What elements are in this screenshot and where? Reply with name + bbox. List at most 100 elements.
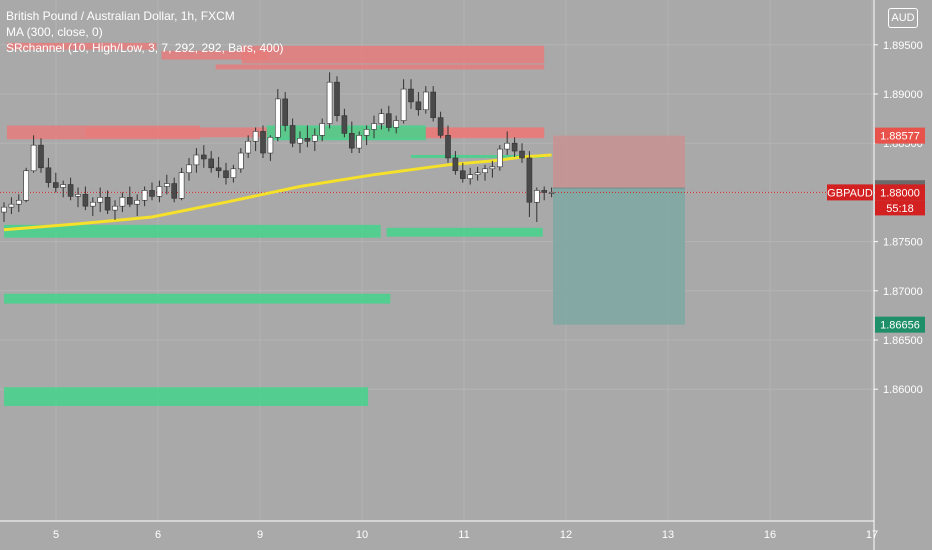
candle (541, 186, 548, 201)
stop-price-badge: 1.88577 (875, 127, 925, 144)
candle-body (252, 131, 259, 142)
candle-body (452, 157, 459, 172)
candle (548, 187, 555, 198)
candle (511, 137, 518, 157)
candle-body (186, 164, 192, 174)
candle (408, 79, 414, 109)
candle-body (422, 91, 429, 111)
x-tick-label: 10 (356, 529, 368, 541)
x-tick-label: 11 (458, 529, 469, 541)
candle-body (356, 135, 363, 149)
ma-indicator-label[interactable]: MA (300, close, 0) (6, 25, 103, 39)
candle-body (474, 172, 481, 175)
sr-zones (0, 42, 874, 406)
resistance-zone (6, 42, 157, 50)
countdown-badge-text: 55:18 (886, 203, 914, 215)
candle (489, 160, 496, 178)
symbol-badge-bg (827, 184, 873, 201)
legend: British Pound / Australian Dollar, 1h, F… (6, 8, 284, 56)
candle (156, 180, 163, 203)
symbol-title[interactable]: British Pound / Australian Dollar, 1h, F… (6, 9, 235, 23)
currency-button[interactable]: AUD (888, 8, 918, 28)
candle (112, 200, 118, 220)
candle (341, 108, 348, 138)
candle (252, 127, 259, 152)
countdown-badge-bg (875, 200, 925, 216)
candle (430, 86, 437, 122)
y-tick-label: 1.86500 (883, 335, 923, 347)
candle (482, 164, 488, 181)
candle-body (1, 206, 7, 213)
candle-body (489, 166, 496, 170)
candle (526, 151, 533, 217)
last-price-badge-text: 1.88000 (880, 187, 920, 199)
target-zone (553, 188, 685, 325)
candle-body (400, 88, 407, 121)
candle (8, 197, 15, 215)
candle-body (437, 117, 444, 136)
candle-body (208, 158, 214, 169)
x-tick-label: 17 (866, 529, 878, 541)
support-zone (4, 224, 381, 238)
candle (1, 202, 7, 222)
candle-body (82, 194, 89, 207)
candle-body (526, 157, 533, 203)
candle (267, 135, 274, 161)
candle-body (90, 201, 96, 207)
candle-body (156, 186, 163, 197)
candle-body (319, 123, 326, 136)
candle (75, 187, 81, 208)
candle-body (467, 174, 474, 179)
candle (274, 89, 281, 142)
candle (326, 72, 333, 129)
support-zone (4, 387, 369, 406)
y-tick-label: 1.87000 (883, 286, 923, 298)
candle-body (97, 197, 103, 203)
candle-body (274, 98, 281, 138)
candle-body (304, 137, 311, 142)
candle (319, 118, 326, 142)
y-tick-label: 1.89500 (883, 40, 923, 52)
x-tick-label: 12 (560, 529, 572, 541)
candle-body (201, 154, 207, 160)
candle-body (119, 197, 126, 207)
candle-body (378, 113, 385, 124)
candle-body (60, 184, 67, 188)
candle (82, 186, 89, 211)
target-price-badge: 1.86656 (875, 316, 925, 333)
candle-body (326, 81, 333, 124)
candle-body (415, 101, 422, 111)
candle-body (104, 197, 111, 211)
candle-body (38, 144, 44, 169)
candle-body (23, 170, 30, 201)
candle (90, 197, 96, 217)
last-price-badge: 1.88000 (875, 184, 925, 201)
candle-body (15, 199, 22, 205)
candle-body (371, 123, 377, 130)
srchannel-indicator-label[interactable]: SRchannel (10, High/Low, 3, 7, 292, 292,… (6, 41, 284, 55)
candle (422, 86, 429, 114)
candle-body (445, 135, 451, 159)
position-tool[interactable] (553, 135, 685, 325)
candle-body (541, 190, 548, 193)
candle (519, 143, 525, 163)
symbol-badge-text: GBPAUD (827, 187, 873, 199)
candle-body (385, 113, 392, 128)
candle-body (127, 197, 133, 205)
candle (141, 186, 148, 207)
candle (97, 187, 103, 213)
candle-body (482, 168, 488, 174)
candle-body (533, 190, 540, 203)
support-zone (4, 293, 391, 304)
target-price-badge-bg (875, 316, 925, 333)
symbol-badge: GBPAUD (827, 184, 873, 201)
candle (149, 182, 155, 201)
candle-body (171, 183, 177, 199)
candle (245, 135, 251, 158)
candle-body (141, 190, 148, 201)
candle-body (519, 150, 525, 159)
y-tick-label: 1.86000 (883, 384, 923, 396)
candle (289, 118, 296, 148)
